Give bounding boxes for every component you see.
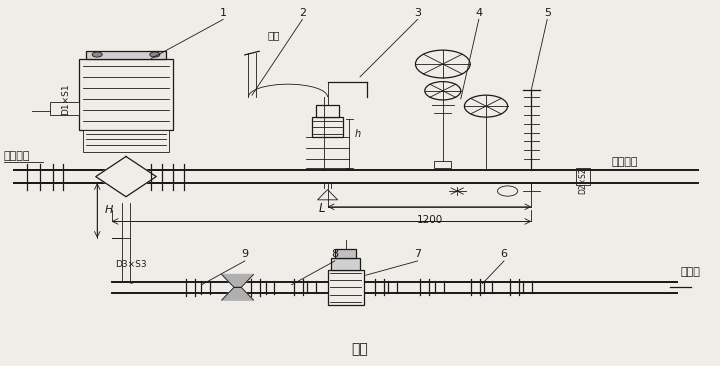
Text: 1: 1 <box>220 8 227 18</box>
Text: 排空: 排空 <box>267 30 280 40</box>
Text: D2×S2: D2×S2 <box>579 167 588 194</box>
Text: 6: 6 <box>500 249 508 259</box>
Circle shape <box>425 82 461 100</box>
Text: H: H <box>104 205 113 216</box>
Text: 2: 2 <box>299 8 306 18</box>
Text: D1×S1: D1×S1 <box>61 83 71 115</box>
Polygon shape <box>96 156 156 197</box>
Bar <box>50 102 79 115</box>
Bar <box>113 130 139 137</box>
Text: 1200: 1200 <box>416 215 443 225</box>
Bar <box>328 270 364 305</box>
Bar <box>316 105 339 117</box>
Text: D3×S3: D3×S3 <box>115 260 147 269</box>
Bar <box>331 258 360 270</box>
Text: 减温水: 减温水 <box>680 268 701 277</box>
Bar <box>79 59 173 130</box>
Text: 8: 8 <box>331 249 338 259</box>
Bar <box>83 130 169 152</box>
Text: 9: 9 <box>241 249 248 259</box>
Bar <box>335 249 356 258</box>
Text: L: L <box>318 202 325 215</box>
Circle shape <box>464 95 508 117</box>
Bar <box>86 51 166 59</box>
Text: 二次蒸气: 二次蒸气 <box>612 157 639 167</box>
Bar <box>576 168 590 185</box>
Text: h: h <box>355 128 361 139</box>
Circle shape <box>150 52 160 57</box>
Text: 5: 5 <box>544 8 551 18</box>
Text: 一次蒸气: 一次蒸气 <box>4 151 30 161</box>
Text: 4: 4 <box>475 8 482 18</box>
Circle shape <box>92 52 102 57</box>
Text: 图九: 图九 <box>351 343 369 356</box>
Circle shape <box>415 50 470 78</box>
Bar <box>312 117 343 137</box>
Text: 3: 3 <box>414 8 421 18</box>
Bar <box>434 161 451 168</box>
Polygon shape <box>222 288 253 300</box>
Text: 7: 7 <box>414 249 421 259</box>
Polygon shape <box>222 274 253 287</box>
Bar <box>108 137 144 146</box>
